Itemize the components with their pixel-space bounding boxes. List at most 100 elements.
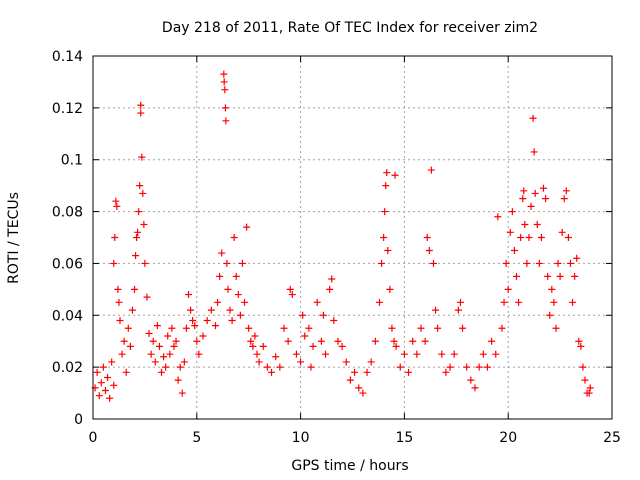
data-point: [371, 337, 379, 345]
data-points: [91, 70, 594, 402]
data-point: [309, 342, 317, 350]
data-point: [421, 337, 429, 345]
data-point: [166, 350, 174, 358]
data-point: [338, 342, 346, 350]
data-point: [506, 228, 514, 236]
data-point: [115, 298, 123, 306]
data-point: [351, 368, 359, 376]
data-point: [180, 358, 188, 366]
data-point: [533, 221, 541, 229]
data-point: [230, 234, 238, 241]
data-point: [151, 358, 159, 366]
data-point: [243, 223, 251, 231]
data-point: [573, 254, 581, 262]
data-point: [247, 337, 255, 345]
data-point: [126, 342, 134, 350]
data-point: [454, 306, 462, 314]
data-point: [442, 368, 450, 376]
data-point: [585, 389, 593, 397]
data-point: [280, 324, 288, 332]
data-point: [391, 171, 399, 179]
axis-ticks: 0 5 10 15 20 25 0 0.02 0.04 0.06 0.08 0.1 0.12 0.14: [52, 49, 621, 446]
data-point: [245, 324, 253, 332]
data-point: [189, 316, 197, 324]
data-point: [297, 358, 305, 366]
data-point: [429, 259, 437, 267]
data-point: [390, 337, 398, 345]
data-point: [548, 285, 556, 293]
data-point: [535, 259, 543, 267]
data-point: [292, 350, 300, 358]
data-point: [520, 187, 528, 195]
data-point: [110, 259, 118, 267]
data-point: [220, 78, 228, 86]
data-point: [432, 306, 440, 314]
data-point: [131, 285, 139, 293]
data-point: [236, 311, 244, 319]
data-point: [111, 234, 119, 241]
data-point: [251, 332, 259, 340]
data-point: [319, 311, 327, 319]
data-point: [367, 358, 375, 366]
data-point: [158, 368, 166, 376]
data-point: [284, 337, 292, 345]
data-point: [375, 298, 383, 306]
data-point: [386, 285, 394, 293]
data-point: [322, 350, 330, 358]
data-point: [562, 187, 570, 195]
data-point: [113, 202, 121, 210]
data-point: [521, 221, 529, 229]
data-point: [153, 322, 161, 330]
y-tick-label: 0.04: [52, 308, 83, 324]
data-point: [164, 332, 172, 340]
data-point: [178, 389, 186, 397]
data-point: [226, 306, 234, 314]
data-point: [145, 329, 153, 337]
plot-frame: [92, 55, 613, 420]
data-point: [552, 324, 560, 332]
data-point: [413, 350, 421, 358]
data-point: [112, 197, 120, 205]
data-point: [525, 234, 533, 241]
grid-lines: [93, 56, 612, 419]
data-point: [467, 376, 475, 384]
data-point: [539, 184, 547, 192]
data-point: [342, 358, 350, 366]
x-tick-label: 20: [499, 430, 517, 446]
data-point: [221, 86, 229, 94]
data-point: [172, 337, 180, 345]
data-point: [571, 272, 579, 280]
data-point: [529, 114, 537, 122]
data-point: [542, 195, 550, 203]
data-point: [174, 376, 182, 384]
data-point: [519, 195, 527, 203]
data-point: [276, 363, 284, 371]
data-point: [124, 324, 132, 332]
y-tick-label: 0.14: [52, 49, 83, 65]
data-point: [388, 324, 396, 332]
data-point: [114, 285, 122, 293]
data-point: [223, 259, 231, 267]
data-point: [249, 342, 257, 350]
data-point: [382, 182, 390, 190]
y-tick-label: 0: [74, 412, 83, 428]
data-point: [479, 350, 487, 358]
chart-title: Day 218 of 2011, Rate Of TEC Index for r…: [162, 20, 538, 36]
data-point: [220, 70, 228, 78]
data-point: [99, 363, 107, 371]
data-point: [317, 337, 325, 345]
data-point: [176, 363, 184, 371]
data-point: [234, 291, 242, 299]
data-point: [359, 389, 367, 397]
data-point: [383, 169, 391, 177]
data-point: [101, 386, 109, 394]
data-point: [575, 337, 583, 345]
data-point: [160, 353, 168, 361]
data-point: [253, 350, 261, 358]
data-point: [378, 259, 386, 267]
data-point: [170, 342, 178, 350]
data-point: [504, 285, 512, 293]
data-point: [134, 228, 142, 236]
data-point: [135, 208, 143, 216]
